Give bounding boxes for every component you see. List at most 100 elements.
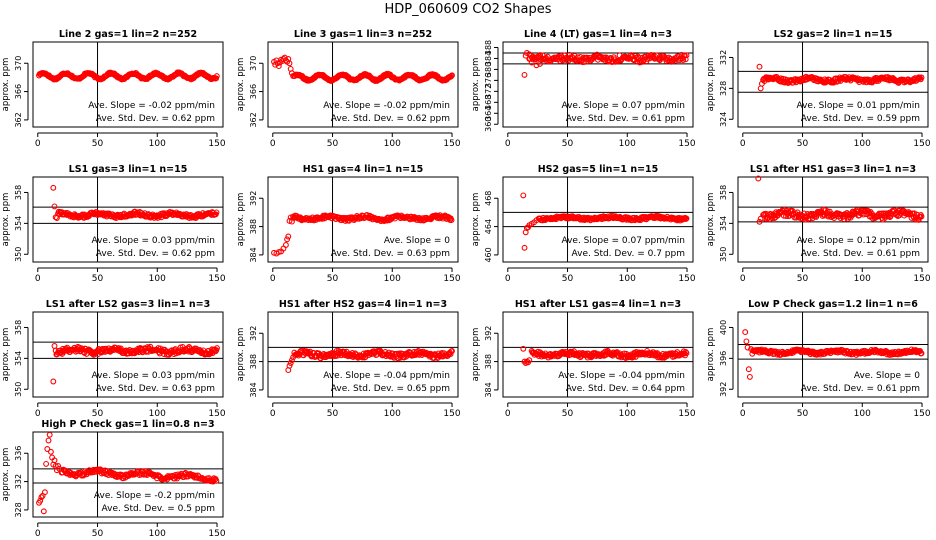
y-tick-label: 328 [719,81,728,96]
data-point [213,73,220,80]
y-axis-label: approx. ppm [471,193,481,247]
std-dev-annotation: Ave. Std. Dev. = 0.63 ppm [331,249,450,259]
plot-frame [737,41,929,128]
chart-title: LS1 after LS2 gas=3 lin=1 n=3 [46,299,210,310]
data-point [55,463,62,469]
y-tick-label: 392 [484,326,493,341]
std-dev-annotation: Ave. Std. Dev. = 0.61 ppm [801,249,920,259]
x-tick-label: 50 [562,274,574,284]
data-point [213,477,220,484]
x-tick-label: 0 [505,409,511,419]
y-axis-label: approx. ppm [471,328,481,382]
data-point [520,345,527,352]
x-tick-label: 150 [678,274,695,284]
data-point [50,184,57,191]
data-point [171,475,178,482]
data-point [46,431,53,438]
chart-title: Line 2 gas=1 lin=2 n=252 [59,29,197,40]
y-tick-label: 460 [484,247,493,262]
y-tick-label: 350 [14,382,23,397]
slope-annotation: Ave. Slope = -0.04 ppm/min [323,371,450,381]
data-point [683,350,690,357]
y-tick-label: 332 [719,50,728,65]
std-dev-annotation: Ave. Std. Dev. = 0.64 ppm [566,384,685,394]
x-tick-label: 0 [35,139,41,149]
x-tick-label: 150 [913,274,930,284]
data-point [51,343,58,349]
plot-frame [32,176,224,263]
data-point [286,60,293,67]
y-tick-label: 384 [484,51,493,66]
data-point [282,242,289,248]
slope-annotation: Ave. Slope = -0.2 ppm/min [94,491,215,501]
y-axis-label: approx. ppm [706,328,716,382]
y-tick-label: 384 [249,382,258,397]
slope-annotation: Ave. Slope = 0 [384,236,450,246]
plot-frame [32,41,224,128]
data-point [521,244,528,251]
y-tick-label: 362 [249,112,258,127]
y-tick-label: 400 [719,320,728,335]
slope-annotation: Ave. Slope = 0.03 ppm/min [91,371,215,381]
data-point [918,213,925,220]
data-point [51,203,58,210]
y-tick-label: 384 [484,382,493,397]
y-tick-label: 366 [249,84,258,99]
data-point [449,72,455,79]
y-axis-label: approx. ppm [706,58,716,112]
y-tick-label: 350 [14,247,23,262]
data-point [286,362,293,369]
x-tick-label: 100 [149,139,166,149]
y-axis-label: approx. ppm [236,58,246,112]
x-tick-label: 100 [149,409,166,419]
chart-panel: Low P Check gas=1.2 lin=1 n=6 0 50 100 150 39… [706,299,931,419]
x-tick-label: 150 [208,529,225,539]
x-tick-label: 0 [270,409,276,419]
y-tick-label: 358 [14,185,23,200]
data-point [206,350,213,357]
chart-panel: Line 3 gas=1 lin=3 n=252 0 50 100 150 362 366 3… [236,29,461,149]
data-point [533,62,540,69]
x-tick-label: 100 [149,274,166,284]
x-tick-label: 150 [208,409,225,419]
data-point [41,489,48,496]
data-point [43,460,50,467]
y-axis-label: approx. ppm [236,328,246,382]
data-point [745,366,752,373]
x-tick-label: 100 [619,409,636,419]
data-point [683,215,690,222]
y-tick-label: 350 [719,247,728,262]
slope-annotation: Ave. Slope = -0.04 ppm/min [558,371,685,381]
chart-title: HS1 after LS1 gas=4 lin=1 n=3 [515,299,681,310]
y-tick-label: 370 [249,56,258,71]
x-tick-label: 50 [92,409,104,419]
data-point [746,373,753,380]
chart-panel: HS1 gas=4 lin=1 n=15 0 50 100 150 384 388 392ap… [236,164,461,284]
y-axis-label: approx. ppm [1,328,11,382]
x-tick-label: 100 [149,529,166,539]
chart-title: LS1 gas=3 lin=1 n=15 [69,164,188,175]
data-point [918,74,925,81]
data-point [742,329,749,336]
std-dev-annotation: Ave. Std. Dev. = 0.62 ppm [96,114,215,124]
x-tick-label: 150 [443,139,460,149]
data-point [537,60,543,67]
plot-frame [502,41,694,128]
y-tick-label: 332 [14,474,23,489]
y-tick-label: 370 [14,56,23,71]
x-tick-label: 150 [913,409,930,419]
x-tick-label: 50 [562,139,574,149]
x-tick-label: 150 [443,274,460,284]
data-point [45,437,52,444]
y-axis-label: approx. ppm [1,193,11,247]
data-point [744,344,751,351]
slope-annotation: Ave. Slope = 0.01 ppm/min [796,101,920,111]
chart-panel: LS1 after HS1 gas=3 lin=1 n=3 0 50 100 150 35… [706,164,931,284]
x-tick-label: 0 [270,139,276,149]
y-tick-label: 358 [14,320,23,335]
chart-title: HS2 gas=5 lin=1 n=15 [538,164,659,175]
data-point [683,52,690,59]
data-point [50,378,57,385]
data-point [213,209,220,216]
x-tick-label: 0 [505,274,511,284]
